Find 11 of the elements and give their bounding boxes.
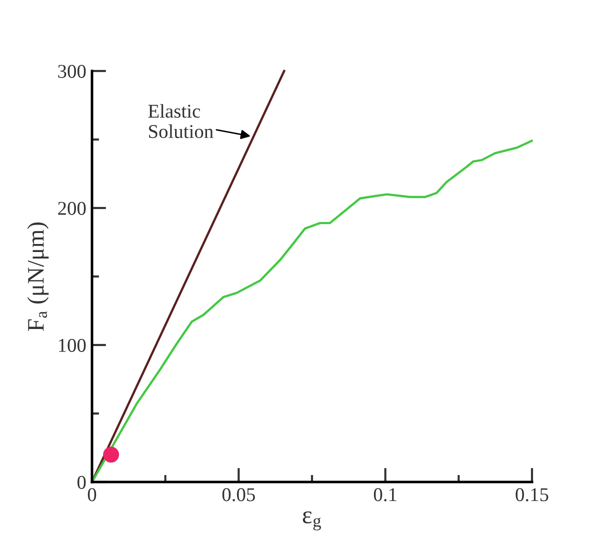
y-tick-label: 200 — [58, 202, 86, 215]
y-tick-label: 300 — [58, 64, 86, 78]
y-tick-label: 100 — [58, 338, 86, 352]
y-axis-title: F$_{a}$ (μN/μm) — [27, 222, 49, 331]
x-tick-label: 0.05 — [222, 488, 255, 502]
x-tick-label: 0.1 — [374, 488, 396, 502]
x-axis-title: ε$_{g}$ — [302, 511, 321, 530]
annotation: Elastic Solution — [148, 104, 214, 138]
x-tick-label: 0 — [88, 488, 96, 502]
y-tick-label: 0 — [77, 476, 86, 489]
x-tick-label: 0.15 — [516, 488, 548, 502]
